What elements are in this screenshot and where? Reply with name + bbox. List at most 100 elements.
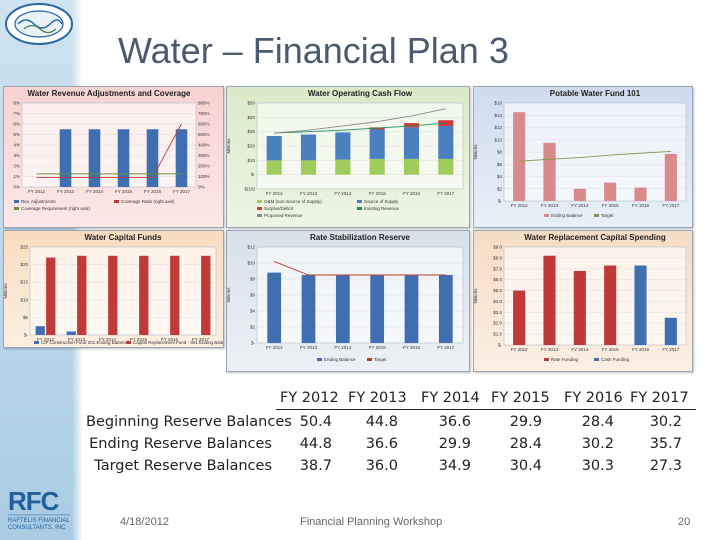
bar-ending-balance bbox=[573, 188, 586, 201]
line-coverage-ratio bbox=[36, 123, 182, 179]
y-axis-label: Millions bbox=[474, 288, 478, 304]
y2-tick-label: 700% bbox=[198, 111, 210, 116]
legend-swatch bbox=[357, 200, 362, 203]
slide-title: Water – Financial Plan 3 bbox=[118, 30, 509, 71]
table-cell: 30.2 bbox=[649, 414, 682, 430]
table-cell: 36.6 bbox=[365, 436, 398, 452]
y-tick-label: $12 bbox=[247, 245, 255, 250]
legend-label: Source of Supply bbox=[364, 199, 399, 204]
y-tick-label: $5 bbox=[23, 315, 29, 320]
bar-cip-fund bbox=[66, 331, 76, 335]
legend-label: Target bbox=[601, 213, 614, 218]
bar-capital-spending bbox=[573, 270, 586, 345]
page-number: 20 bbox=[678, 516, 691, 528]
chart-title: Water Capital Funds bbox=[84, 233, 162, 242]
x-tick-label: FY 2015 bbox=[602, 347, 619, 352]
bar-cip-fund bbox=[35, 326, 45, 335]
x-tick-label: FY 2015 bbox=[369, 191, 386, 196]
x-tick-label: FY 2016 bbox=[632, 347, 649, 352]
column-header: FY 2013 bbox=[348, 390, 407, 406]
x-tick-label: FY 2014 bbox=[334, 191, 351, 196]
bar-rev-adjustment bbox=[175, 129, 188, 187]
water-capital-funds-chart: Water Capital Funds Millions $- $5 $10 $15 $20… bbox=[3, 230, 224, 348]
legend-label: Ending Balance bbox=[551, 213, 583, 218]
bar-replacement-fund bbox=[46, 257, 56, 335]
bar-segment bbox=[300, 160, 317, 175]
x-tick-label: FY 2013 bbox=[541, 347, 558, 352]
x-tick-label: FY 2013 bbox=[68, 337, 85, 342]
x-tick-label: FY 2016 bbox=[632, 203, 649, 208]
legend-label: Coverage Ratio (right axis) bbox=[121, 199, 175, 204]
bar-capital-spending bbox=[634, 265, 647, 345]
y-tick-label: $- bbox=[24, 333, 29, 338]
y-tick-label: $2 bbox=[250, 325, 256, 330]
x-tick-label: FY 2016 bbox=[161, 337, 178, 342]
bar-capital-spending bbox=[664, 317, 677, 345]
y2-tick-label: 200% bbox=[198, 164, 210, 169]
bar-replacement-fund bbox=[170, 255, 180, 335]
x-tick-label: FY 2015 bbox=[369, 345, 386, 350]
y-tick-label: $6.0 bbox=[493, 277, 502, 282]
y-tick-label: $16 bbox=[494, 101, 502, 106]
table-cell: 28.4 bbox=[509, 436, 542, 452]
potable-water-fund-chart: Potable Water Fund 101 Millions $- $2 $4 $6 $8… bbox=[473, 86, 693, 228]
y-tick-label: $15 bbox=[20, 280, 28, 285]
table-cell: 44.8 bbox=[365, 414, 398, 430]
x-tick-label: FY 2012 bbox=[37, 337, 54, 342]
x-tick-label: FY 2013 bbox=[541, 203, 558, 208]
y2-tick-label: 300% bbox=[198, 153, 210, 158]
x-tick-label: FY 2015 bbox=[602, 203, 619, 208]
y-tick-label: $- bbox=[498, 343, 503, 348]
chart-title: Water Operating Cash Flow bbox=[308, 89, 413, 98]
legend-swatch bbox=[357, 207, 362, 210]
y-tick-label: $12 bbox=[494, 125, 502, 130]
table-cell: 36.6 bbox=[438, 414, 471, 430]
legend-swatch bbox=[126, 341, 131, 344]
legend-label: Surplus/Deficit bbox=[264, 206, 294, 211]
table-cell: 44.8 bbox=[299, 436, 332, 452]
y-tick-label: $9.0 bbox=[493, 245, 502, 250]
legend-swatch bbox=[114, 200, 119, 203]
bar-replacement-fund bbox=[77, 255, 87, 335]
line-target bbox=[519, 150, 671, 162]
y-tick-label: $10 bbox=[247, 158, 255, 163]
y-tick-label: $10 bbox=[494, 137, 502, 142]
legend-swatch bbox=[594, 358, 599, 361]
x-tick-label: FY 2017 bbox=[662, 203, 679, 208]
bar-rev-adjustment bbox=[88, 129, 101, 187]
legend-swatch bbox=[257, 207, 262, 210]
bar-replacement-fund bbox=[139, 255, 149, 335]
bar-ending-balance bbox=[634, 187, 647, 201]
bar-ending-balance bbox=[513, 112, 526, 201]
y2-tick-label: 400% bbox=[198, 143, 210, 148]
column-header: FY 2016 bbox=[564, 390, 623, 406]
legend-label: Ending Balance bbox=[324, 357, 356, 362]
row-label: Ending Reserve Balances bbox=[89, 436, 272, 452]
table-cell: 30.3 bbox=[581, 458, 614, 474]
y2-tick-label: 500% bbox=[198, 132, 210, 137]
bar-capital-spending bbox=[604, 265, 617, 345]
y-tick-label: $2.0 bbox=[493, 321, 502, 326]
row-label: Target Reserve Balances bbox=[94, 458, 272, 474]
y-axis-label: Millions bbox=[227, 138, 231, 154]
legend-label: Existing Revenue bbox=[364, 206, 400, 211]
legend-swatch bbox=[594, 214, 599, 217]
svg-text:RAFTELIS FINANCIAL: RAFTELIS FINANCIAL bbox=[8, 518, 70, 524]
y-tick-label: $8.0 bbox=[493, 255, 502, 260]
x-tick-label: FY 2016 bbox=[403, 345, 420, 350]
bar-segment bbox=[403, 123, 420, 128]
y-tick-label: $- bbox=[251, 341, 256, 346]
y-tick-label: $2 bbox=[497, 186, 503, 191]
table-cell: 29.9 bbox=[438, 436, 471, 452]
table-cell: 38.7 bbox=[299, 458, 332, 474]
y-tick-label: 0% bbox=[13, 185, 20, 190]
y-axis-label: Millions bbox=[474, 144, 478, 160]
column-header: FY 2017 bbox=[630, 390, 689, 406]
x-tick-label: FY 2012 bbox=[266, 345, 283, 350]
bar-rev-adjustment bbox=[117, 129, 130, 187]
y-tick-label: $4.0 bbox=[493, 299, 502, 304]
y-tick-label: $5.0 bbox=[493, 288, 502, 293]
chart-title: Water Revenue Adjustments and Coverage bbox=[27, 89, 191, 98]
y-tick-label: $4 bbox=[250, 309, 256, 314]
row-label: Beginning Reserve Balances bbox=[86, 414, 292, 430]
